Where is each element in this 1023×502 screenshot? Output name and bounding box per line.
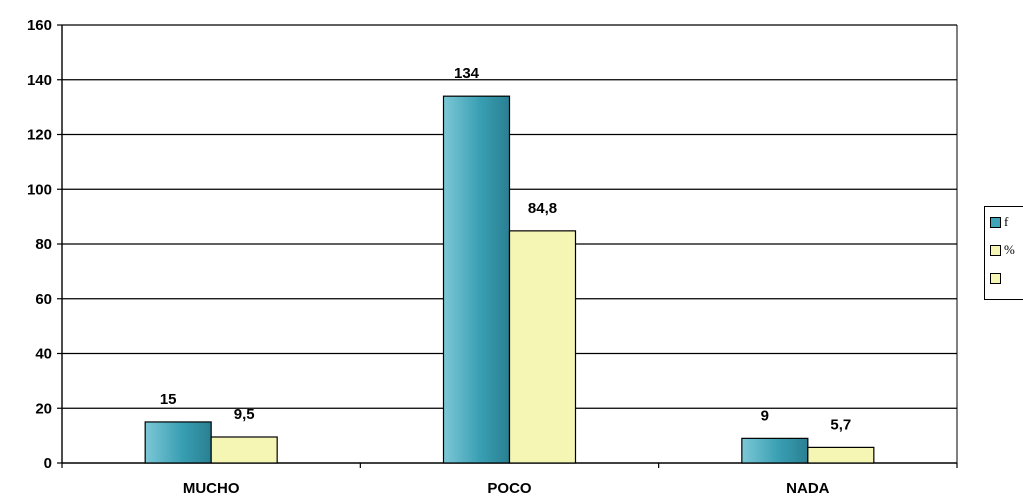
x-category-label: NADA xyxy=(786,480,829,497)
legend-swatch-f xyxy=(990,216,1001,228)
legend-item-f: f xyxy=(990,215,1008,229)
legend: f % xyxy=(984,206,1023,300)
bar-percent-mucho xyxy=(210,436,278,464)
category-labels: MUCHO POCO NADA xyxy=(183,480,830,497)
y-tick-label: 140 xyxy=(27,72,52,89)
legend-swatch-percent xyxy=(990,244,1001,256)
y-tick-label: 100 xyxy=(27,181,52,198)
data-label: 134 xyxy=(454,65,480,82)
legend-item-percent: % xyxy=(990,243,1015,257)
y-tick-label: 20 xyxy=(35,400,52,417)
y-tick-label: 0 xyxy=(44,455,52,472)
bar-percent-nada xyxy=(807,446,875,464)
x-category-label: MUCHO xyxy=(183,480,240,497)
legend-item-empty xyxy=(990,271,1004,285)
data-label: 5,7 xyxy=(830,416,851,433)
data-labels: 15 9,5 134 84,8 9 5,7 xyxy=(160,65,851,433)
legend-swatch-empty xyxy=(990,272,1001,284)
data-label: 15 xyxy=(160,391,177,408)
data-label: 9 xyxy=(761,407,769,424)
y-tick-label: 120 xyxy=(27,127,52,144)
y-tick-label: 80 xyxy=(35,236,52,253)
bar-f-nada xyxy=(741,437,809,464)
x-category-label: POCO xyxy=(487,480,532,497)
data-label: 9,5 xyxy=(234,406,255,423)
legend-label-f: f xyxy=(1004,214,1009,229)
y-tick-label: 60 xyxy=(35,291,52,308)
y-tick-label: 40 xyxy=(35,346,52,363)
legend-label-percent: % xyxy=(1004,242,1015,257)
data-label: 84,8 xyxy=(528,200,557,217)
bars xyxy=(144,95,875,464)
bar-f-mucho xyxy=(144,421,212,464)
y-tick-label: 160 xyxy=(27,17,52,34)
y-tick-labels: 0 20 40 60 80 100 120 140 160 xyxy=(27,17,52,472)
bar-f-poco xyxy=(442,95,511,464)
bar-percent-poco xyxy=(508,230,577,464)
